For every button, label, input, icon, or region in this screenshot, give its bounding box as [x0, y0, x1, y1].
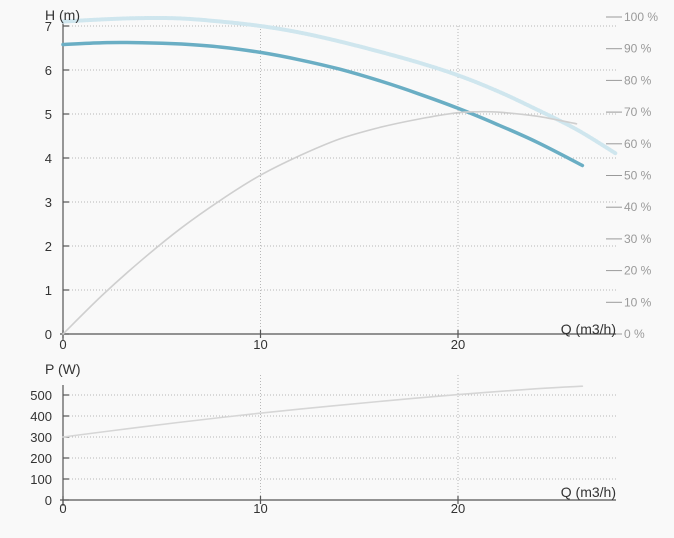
y-tick-label: 6 — [45, 63, 52, 78]
x-tick-label: 20 — [451, 501, 465, 516]
y-tick-label: 5 — [45, 107, 52, 122]
y-tick-label: 200 — [30, 451, 52, 466]
x-axis-title: Q (m3/h) — [561, 321, 616, 337]
x-tick-label: 20 — [451, 337, 465, 352]
y-tick-label: 0 — [45, 493, 52, 508]
y-tick-label: 3 — [45, 195, 52, 210]
y-tick-label: 400 — [30, 409, 52, 424]
y-tick-label: 4 — [45, 151, 52, 166]
y-tick-label: 500 — [30, 388, 52, 403]
x-tick-label: 0 — [59, 337, 66, 352]
right-tick-label: 40 % — [624, 200, 652, 214]
head_max-curve — [61, 15, 618, 156]
head-curve — [61, 40, 585, 168]
right-tick-label: 50 % — [624, 169, 652, 183]
right-tick-label: 30 % — [624, 232, 652, 246]
efficiency-curve — [62, 110, 578, 335]
head-chart — [60, 15, 622, 340]
right-tick-label: 80 % — [624, 73, 652, 87]
right-tick-label: 70 % — [624, 105, 652, 119]
x-tick-label: 0 — [59, 501, 66, 516]
right-tick-label: 20 % — [624, 264, 652, 278]
x-axis-title: Q (m3/h) — [561, 484, 616, 500]
x-tick-label: 10 — [253, 501, 267, 516]
y-tick-label: 2 — [45, 239, 52, 254]
right-tick-label: 100 % — [624, 10, 658, 24]
right-tick-label: 90 % — [624, 42, 652, 56]
y-tick-label: 0 — [45, 327, 52, 342]
y-tick-label: 100 — [30, 472, 52, 487]
right-tick-label: 0 % — [624, 327, 645, 341]
x-tick-label: 10 — [253, 337, 267, 352]
y-tick-label: 300 — [30, 430, 52, 445]
right-tick-label: 60 % — [624, 137, 652, 151]
y-axis-title: H (m) — [45, 7, 80, 23]
power-chart — [60, 375, 616, 506]
power-curve — [62, 385, 584, 438]
right-tick-label: 10 % — [624, 295, 652, 309]
y-tick-label: 1 — [45, 283, 52, 298]
y-axis-title: P (W) — [45, 361, 81, 377]
y-tick-label: 7 — [45, 19, 52, 34]
